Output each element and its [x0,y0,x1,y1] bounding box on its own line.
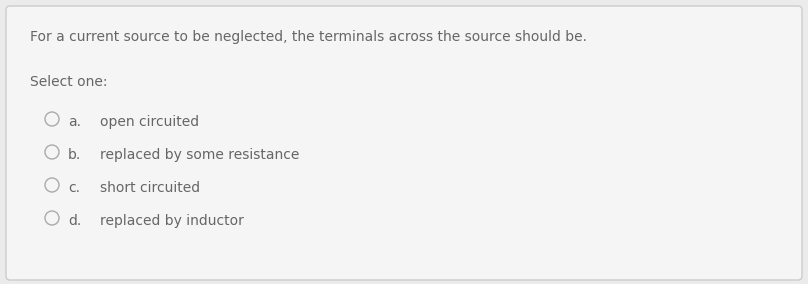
Text: For a current source to be neglected, the terminals across the source should be.: For a current source to be neglected, th… [30,30,587,44]
Text: c.: c. [68,181,80,195]
Text: a.: a. [68,115,81,129]
Circle shape [45,211,59,225]
Circle shape [45,178,59,192]
Text: replaced by inductor: replaced by inductor [100,214,244,228]
Circle shape [45,145,59,159]
Circle shape [45,112,59,126]
Text: short circuited: short circuited [100,181,200,195]
Text: replaced by some resistance: replaced by some resistance [100,148,300,162]
Text: Select one:: Select one: [30,75,107,89]
FancyBboxPatch shape [6,6,802,280]
Text: open circuited: open circuited [100,115,199,129]
Text: b.: b. [68,148,82,162]
Text: d.: d. [68,214,82,228]
